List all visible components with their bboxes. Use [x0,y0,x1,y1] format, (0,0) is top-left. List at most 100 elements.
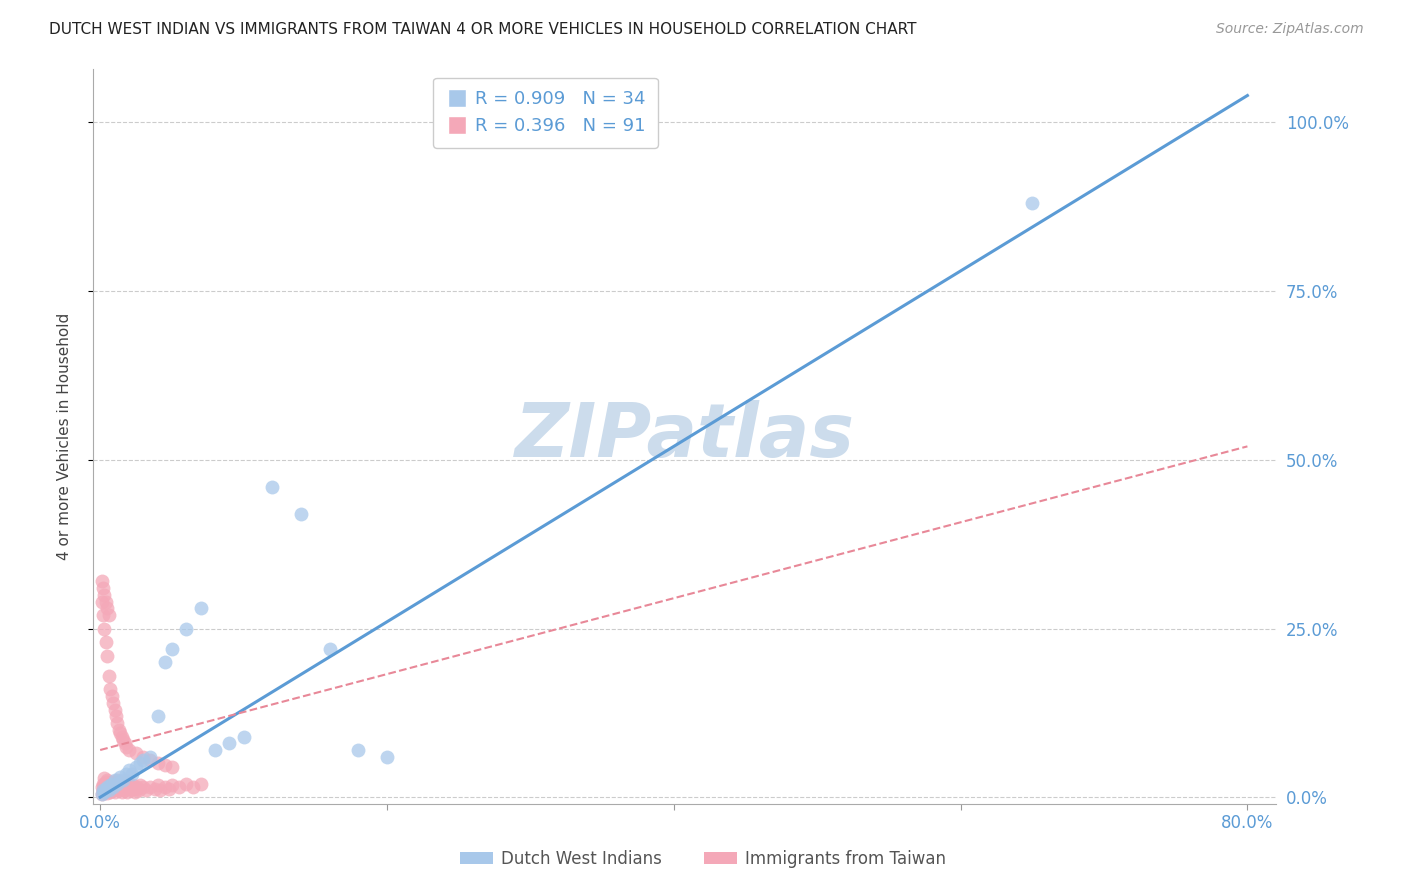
Point [125,782,148,797]
Point [1021,196,1043,211]
Point [120,780,142,794]
Point [160,778,183,792]
Point [167,780,190,794]
Point [115,739,138,754]
Point [104,775,127,789]
Point [139,753,162,767]
Point [108,777,131,791]
Y-axis label: 4 or more Vehicles in Household: 4 or more Vehicles in Household [58,312,72,560]
Point [115,773,138,788]
Point [174,622,197,636]
Point [290,507,312,521]
Point [153,655,176,669]
Point [232,730,254,744]
Point [139,749,162,764]
Point [108,723,131,737]
Point [93,785,115,799]
Point [132,749,155,764]
Point [100,689,122,703]
Point [105,777,128,791]
Point [110,770,132,784]
Point [127,780,149,794]
Point [108,783,131,797]
Point [115,780,138,794]
Point [103,778,125,792]
Point [91,783,114,797]
Point [111,785,134,799]
Point [93,588,115,602]
Point [183,780,205,794]
Point [114,783,136,797]
Point [160,760,183,774]
Text: Source: ZipAtlas.com: Source: ZipAtlas.com [1216,22,1364,37]
Point [143,782,166,797]
Point [174,777,197,791]
Point [91,581,114,595]
Point [104,782,127,797]
Point [90,787,112,801]
Point [96,780,118,794]
Point [94,782,117,797]
Point [115,766,138,780]
Text: DUTCH WEST INDIAN VS IMMIGRANTS FROM TAIWAN 4 OR MORE VEHICLES IN HOUSEHOLD CORR: DUTCH WEST INDIAN VS IMMIGRANTS FROM TAI… [49,22,917,37]
Point [98,682,121,697]
Point [96,601,118,615]
Point [110,780,132,794]
Point [111,778,134,792]
Point [128,783,150,797]
Point [103,702,125,716]
Point [91,777,114,791]
Point [132,753,155,767]
Point [122,778,145,792]
Point [135,783,157,797]
Point [149,783,172,797]
Point [105,780,128,794]
Point [98,778,121,792]
Point [98,785,121,799]
Point [101,783,124,797]
Point [96,648,118,663]
Point [97,783,120,797]
Point [139,780,162,794]
Point [117,785,139,799]
Legend: Dutch West Indians, Immigrants from Taiwan: Dutch West Indians, Immigrants from Taiw… [453,844,953,875]
Point [100,775,122,789]
Point [93,622,115,636]
Point [118,764,141,778]
Point [98,778,121,792]
Point [125,747,148,761]
Point [101,780,124,794]
Point [153,780,176,794]
Point [118,782,141,797]
Point [100,777,122,791]
Point [93,778,115,792]
Point [96,780,118,794]
Point [94,775,117,789]
Point [90,574,112,589]
Point [90,594,112,608]
Point [112,773,135,788]
Point [190,601,212,615]
Point [111,730,134,744]
Point [124,785,146,799]
Point [318,641,340,656]
Point [118,743,141,757]
Point [103,785,125,799]
Point [146,778,169,792]
Point [125,760,148,774]
Point [90,787,112,801]
Point [121,766,143,780]
Point [112,782,135,797]
Point [129,756,152,771]
Point [121,783,143,797]
Point [146,756,169,771]
Point [91,783,114,797]
Point [97,783,120,797]
Point [262,480,284,494]
Point [104,709,127,723]
Point [90,780,112,794]
Point [114,736,136,750]
Point [105,716,128,731]
Point [101,696,124,710]
Point [91,608,114,623]
